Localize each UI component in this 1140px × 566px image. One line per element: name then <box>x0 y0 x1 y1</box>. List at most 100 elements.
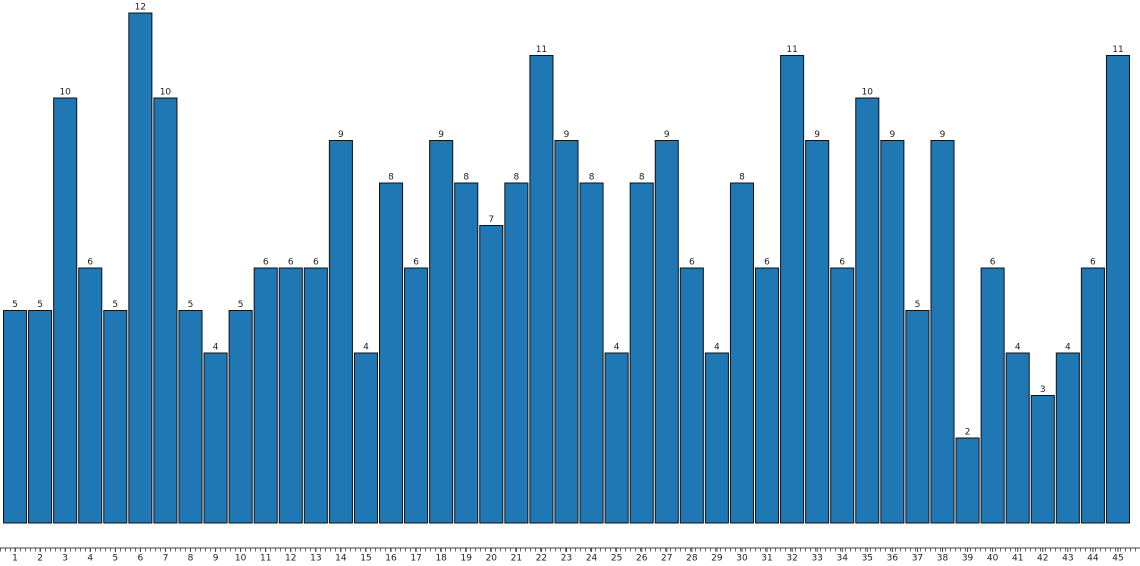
bar <box>153 97 178 524</box>
bar <box>353 352 378 524</box>
value-label: 10 <box>160 88 172 98</box>
value-label: 7 <box>488 215 494 225</box>
value-label: 11 <box>536 45 547 55</box>
value-label: 9 <box>940 130 946 140</box>
bar <box>28 310 53 524</box>
x-tick-label: 44 <box>1087 554 1099 564</box>
bar <box>780 55 805 524</box>
value-label: 6 <box>263 258 269 268</box>
value-label: 6 <box>689 258 695 268</box>
value-label: 8 <box>739 173 745 183</box>
x-tick-label: 11 <box>260 554 271 564</box>
bar <box>930 140 955 524</box>
x-tick-label: 32 <box>786 554 797 564</box>
bar <box>654 140 679 524</box>
bar <box>504 182 529 524</box>
x-tick-label: 27 <box>661 554 672 564</box>
bar <box>53 97 78 524</box>
bar <box>855 97 880 524</box>
value-label: 5 <box>112 300 118 310</box>
value-label: 5 <box>238 300 244 310</box>
x-tick-label: 26 <box>636 554 648 564</box>
x-tick-label: 9 <box>213 554 219 564</box>
x-tick-label: 37 <box>912 554 923 564</box>
bar <box>454 182 479 524</box>
bar <box>604 352 629 524</box>
x-tick-label: 31 <box>761 554 772 564</box>
bar <box>554 140 579 524</box>
value-label: 11 <box>1112 45 1123 55</box>
bar <box>1005 352 1030 524</box>
value-label: 11 <box>786 45 797 55</box>
x-tick-label: 15 <box>360 554 371 564</box>
bar <box>429 140 454 524</box>
bar <box>905 310 930 524</box>
bar <box>729 182 754 524</box>
value-label: 4 <box>714 343 720 353</box>
bar <box>529 55 554 524</box>
bar <box>830 267 855 524</box>
value-label: 6 <box>1090 258 1096 268</box>
bar <box>805 140 830 524</box>
x-tick-label: 5 <box>112 554 118 564</box>
bar <box>1055 352 1080 524</box>
value-label: 9 <box>814 130 820 140</box>
bar <box>128 12 153 524</box>
bar <box>278 267 303 524</box>
value-label: 9 <box>564 130 570 140</box>
x-tick-label: 10 <box>235 554 247 564</box>
bar <box>704 352 729 524</box>
bar <box>253 267 278 524</box>
value-label: 9 <box>338 130 344 140</box>
x-tick-label: 12 <box>285 554 296 564</box>
x-tick-label: 29 <box>711 554 723 564</box>
bar <box>328 140 353 524</box>
x-tick-label: 13 <box>310 554 321 564</box>
value-label: 8 <box>639 173 645 183</box>
value-label: 5 <box>915 300 921 310</box>
bar <box>479 225 504 524</box>
x-tick-label: 33 <box>811 554 822 564</box>
bar <box>103 310 128 524</box>
x-tick-label: 25 <box>611 554 622 564</box>
value-label: 6 <box>413 258 419 268</box>
value-label: 9 <box>889 130 895 140</box>
x-tick-label: 36 <box>887 554 899 564</box>
value-label: 6 <box>764 258 770 268</box>
x-tick-label: 20 <box>486 554 498 564</box>
bar <box>1030 395 1055 524</box>
value-label: 4 <box>213 343 219 353</box>
value-label: 12 <box>135 3 146 13</box>
value-label: 2 <box>965 428 971 438</box>
value-label: 6 <box>87 258 93 268</box>
bar <box>78 267 103 524</box>
x-tick-label: 35 <box>862 554 873 564</box>
value-label: 4 <box>1015 343 1021 353</box>
value-label: 3 <box>1040 385 1046 395</box>
value-label: 6 <box>839 258 845 268</box>
bar <box>1105 55 1130 524</box>
x-tick-label: 22 <box>536 554 547 564</box>
x-tick-label: 14 <box>335 554 347 564</box>
x-tick-label: 30 <box>736 554 748 564</box>
x-tick-label: 3 <box>62 554 68 564</box>
x-tick-label: 7 <box>163 554 169 564</box>
value-label: 9 <box>664 130 670 140</box>
bar <box>303 267 328 524</box>
x-tick-label: 39 <box>962 554 974 564</box>
bar <box>1080 267 1105 524</box>
value-label: 5 <box>37 300 43 310</box>
bar <box>203 352 228 524</box>
value-label: 8 <box>388 173 394 183</box>
value-label: 6 <box>990 258 996 268</box>
bar <box>228 310 253 524</box>
x-tick-label: 16 <box>385 554 397 564</box>
x-tick-label: 6 <box>137 554 143 564</box>
bar <box>629 182 654 524</box>
value-label: 6 <box>313 258 319 268</box>
x-tick-label: 42 <box>1037 554 1048 564</box>
x-tick-label: 45 <box>1112 554 1123 564</box>
value-label: 8 <box>463 173 469 183</box>
x-tick-label: 2 <box>37 554 43 564</box>
